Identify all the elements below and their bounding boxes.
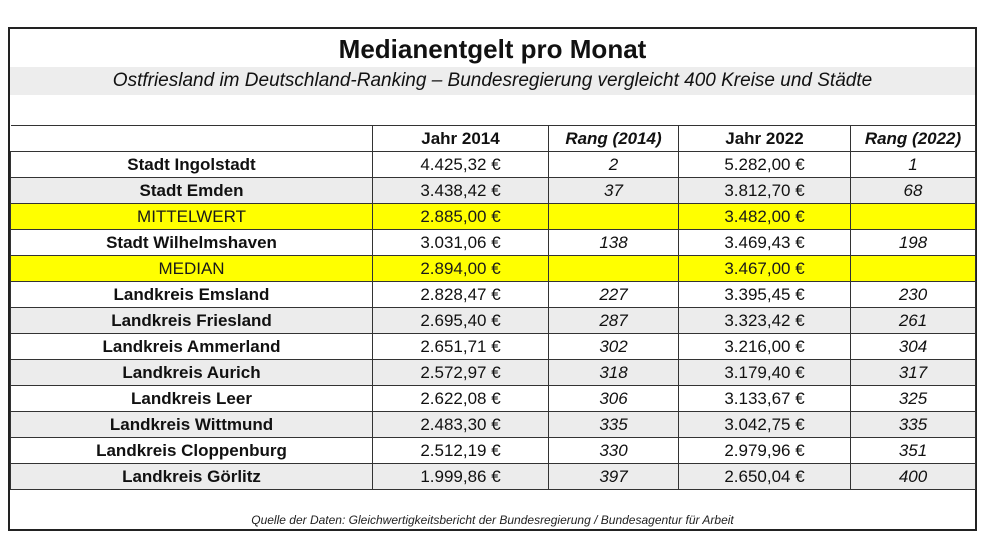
- table-row: Landkreis Leer 2.622,08 €306 3.133,67 €325: [10, 385, 976, 412]
- table-row: Landkreis Emsland 2.828,47 €227 3.395,45 €…: [10, 281, 976, 308]
- cell-jahr-2022: 3.133,67 €: [678, 385, 851, 412]
- cell-rang-2022: 304: [850, 333, 976, 360]
- cell-jahr-2014: 1.999,86 €: [372, 463, 549, 490]
- cell-rang-2014: 227: [548, 281, 679, 308]
- cell-jahr-2014: 4.425,32 €: [372, 151, 549, 178]
- cell-jahr-2014: 3.031,06 €: [372, 229, 549, 256]
- cell-rang-2014: [548, 255, 679, 282]
- cell-jahr-2022: 2.979,96 €: [678, 437, 851, 464]
- table-row: Stadt Emden 3.438,42 €37 3.812,70 €68: [10, 177, 976, 204]
- cell-jahr-2014: 2.651,71 €: [372, 333, 549, 360]
- cell-jahr-2014: 2.572,97 €: [372, 359, 549, 386]
- row-name: Landkreis Ammerland: [10, 333, 373, 360]
- row-name: Landkreis Görlitz: [10, 463, 373, 490]
- cell-rang-2014: 302: [548, 333, 679, 360]
- cell-rang-2014: 330: [548, 437, 679, 464]
- cell-rang-2022: 261: [850, 307, 976, 334]
- cell-jahr-2014: 2.894,00 €: [372, 255, 549, 282]
- cell-rang-2022: 351: [850, 437, 976, 464]
- cell-jahr-2022: 3.216,00 €: [678, 333, 851, 360]
- table-row: MEDIAN 2.894,00 € 3.467,00 €: [10, 255, 976, 282]
- cell-jahr-2022: 3.395,45 €: [678, 281, 851, 308]
- cell-jahr-2014: 3.438,42 €: [372, 177, 549, 204]
- table-frame: Medianentgelt pro Monat Ostfriesland im …: [8, 27, 977, 531]
- cell-rang-2022: 325: [850, 385, 976, 412]
- cell-jahr-2022: 3.469,43 €: [678, 229, 851, 256]
- cell-jahr-2022: 5.282,00 €: [678, 151, 851, 178]
- row-name: Stadt Ingolstadt: [10, 151, 373, 178]
- cell-rang-2014: 306: [548, 385, 679, 412]
- row-name: Landkreis Wittmund: [10, 411, 373, 438]
- cell-rang-2022: 1: [850, 151, 976, 178]
- header-rang-2014: Rang (2014): [548, 125, 679, 152]
- cell-rang-2014: 287: [548, 307, 679, 334]
- cell-jahr-2022: 3.467,00 €: [678, 255, 851, 282]
- row-name: Stadt Wilhelmshaven: [10, 229, 373, 256]
- header-rang-2022: Rang (2022): [850, 125, 976, 152]
- cell-jahr-2014: 2.885,00 €: [372, 203, 549, 230]
- cell-jahr-2022: 3.042,75 €: [678, 411, 851, 438]
- cell-rang-2022: 335: [850, 411, 976, 438]
- page-title: Medianentgelt pro Monat: [338, 34, 647, 64]
- row-name: MEDIAN: [10, 255, 373, 282]
- cell-jahr-2014: 2.622,08 €: [372, 385, 549, 412]
- table-row: Landkreis Aurich 2.572,97 €318 3.179,40 €3…: [10, 359, 976, 386]
- cell-rang-2022: [850, 255, 976, 282]
- cell-rang-2022: 317: [850, 359, 976, 386]
- cell-jahr-2022: 2.650,04 €: [678, 463, 851, 490]
- header-cell-blank: [10, 125, 373, 152]
- table-header-row: Jahr 2014 Rang (2014) Jahr 2022 Rang (20…: [10, 125, 976, 152]
- table-row: Stadt Wilhelmshaven 3.031,06 €138 3.469,43…: [10, 229, 976, 256]
- cell-rang-2014: 37: [548, 177, 679, 204]
- cell-jahr-2022: 3.482,00 €: [678, 203, 851, 230]
- row-name: MITTELWERT: [10, 203, 373, 230]
- cell-rang-2022: 400: [850, 463, 976, 490]
- row-name: Landkreis Cloppenburg: [10, 437, 373, 464]
- source-note: Quelle der Daten: Gleichwertigkeitsberic…: [251, 513, 734, 527]
- cell-rang-2022: 68: [850, 177, 976, 204]
- cell-rang-2014: 397: [548, 463, 679, 490]
- cell-rang-2014: 138: [548, 229, 679, 256]
- table-row: Stadt Ingolstadt 4.425,32 €2 5.282,00 €1: [10, 151, 976, 178]
- table-row: Landkreis Cloppenburg 2.512,19 €330 2.979,…: [10, 437, 976, 464]
- salary-table: Jahr 2014 Rang (2014) Jahr 2022 Rang (20…: [10, 125, 976, 490]
- cell-jahr-2014: 2.695,40 €: [372, 307, 549, 334]
- page-subtitle: Ostfriesland im Deutschland-Ranking – Bu…: [10, 67, 975, 95]
- table-row: Landkreis Ammerland 2.651,71 €302 3.216,00…: [10, 333, 976, 360]
- row-name: Landkreis Friesland: [10, 307, 373, 334]
- cell-rang-2014: 318: [548, 359, 679, 386]
- header-jahr-2014: Jahr 2014: [372, 125, 549, 152]
- table-row: Landkreis Görlitz 1.999,86 €397 2.650,04 €…: [10, 463, 976, 490]
- cell-jahr-2014: 2.483,30 €: [372, 411, 549, 438]
- table-row: MITTELWERT 2.885,00 € 3.482,00 €: [10, 203, 976, 230]
- row-name: Stadt Emden: [10, 177, 373, 204]
- table-row: Landkreis Friesland 2.695,40 €287 3.323,42…: [10, 307, 976, 334]
- cell-rang-2014: 2: [548, 151, 679, 178]
- cell-rang-2022: 198: [850, 229, 976, 256]
- cell-jahr-2022: 3.812,70 €: [678, 177, 851, 204]
- row-name: Landkreis Leer: [10, 385, 373, 412]
- row-name: Landkreis Emsland: [10, 281, 373, 308]
- cell-jahr-2022: 3.179,40 €: [678, 359, 851, 386]
- cell-rang-2022: [850, 203, 976, 230]
- cell-rang-2022: 230: [850, 281, 976, 308]
- cell-rang-2014: [548, 203, 679, 230]
- row-name: Landkreis Aurich: [10, 359, 373, 386]
- header-jahr-2022: Jahr 2022: [678, 125, 851, 152]
- cell-rang-2014: 335: [548, 411, 679, 438]
- cell-jahr-2014: 2.512,19 €: [372, 437, 549, 464]
- cell-jahr-2022: 3.323,42 €: [678, 307, 851, 334]
- cell-jahr-2014: 2.828,47 €: [372, 281, 549, 308]
- table-row: Landkreis Wittmund 2.483,30 €335 3.042,75 …: [10, 411, 976, 438]
